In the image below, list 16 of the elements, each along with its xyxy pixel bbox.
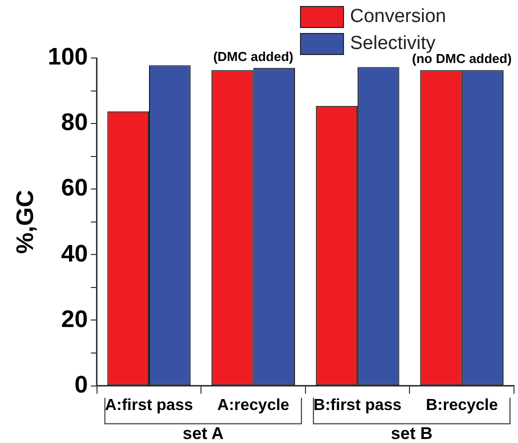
y-tick-label: 100 xyxy=(48,44,88,71)
text: set A xyxy=(182,424,224,443)
y-tick-label: 60 xyxy=(61,174,88,202)
y-axis-title: %,GC xyxy=(12,190,40,254)
y-tick-label: 40 xyxy=(61,240,88,268)
annotation: (DMC added) xyxy=(213,48,294,64)
x-tick-label: A:recycle xyxy=(217,396,290,414)
y-tick-label: 20 xyxy=(61,306,88,333)
y-tick-label: 80 xyxy=(61,109,88,136)
legend-label: Conversion xyxy=(350,6,446,28)
x-tick-label: B:first pass xyxy=(314,396,402,414)
x-tick-label: B:recycle xyxy=(426,396,498,414)
series-label: Selectivity xyxy=(350,33,436,54)
x-tick-label: A:first pass xyxy=(104,396,194,414)
text: set B xyxy=(390,424,432,443)
y-tick-label: 0 xyxy=(74,371,88,398)
